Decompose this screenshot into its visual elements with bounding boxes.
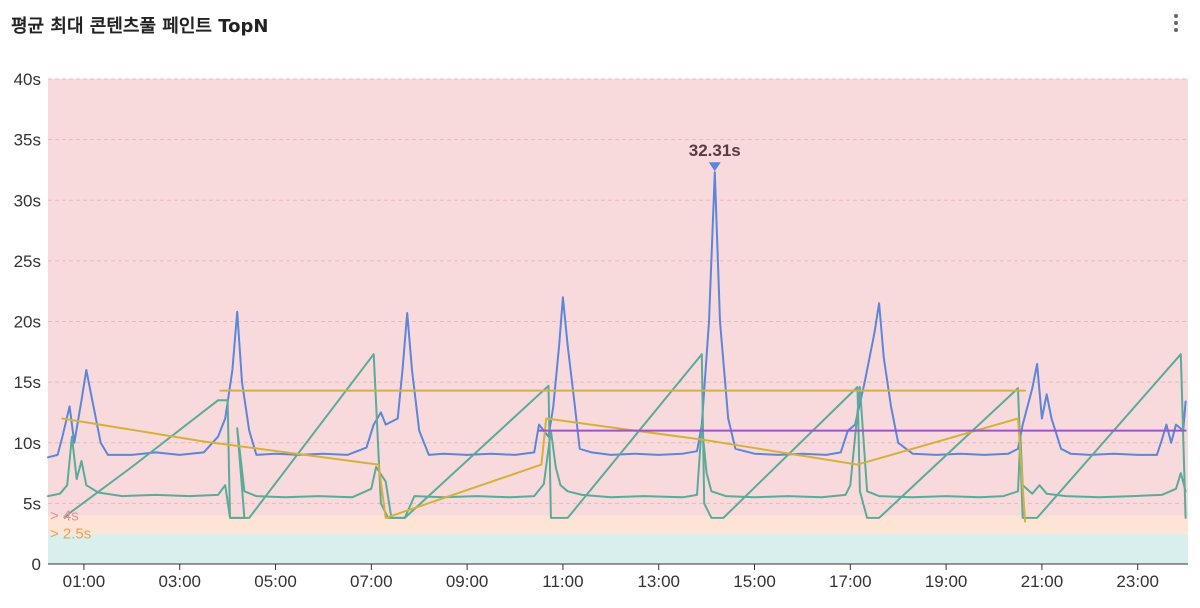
series-line-1 xyxy=(47,386,1187,519)
x-tick-label: 17:00 xyxy=(829,572,872,591)
y-tick-label: 10s xyxy=(14,434,41,453)
series-lines xyxy=(47,171,1187,523)
x-tick-label: 13:00 xyxy=(637,572,680,591)
x-tick-label: 07:00 xyxy=(350,572,393,591)
x-tick-label: 15:00 xyxy=(733,572,776,591)
x-tick-label: 19:00 xyxy=(925,572,968,591)
threshold-band-0 xyxy=(48,533,1188,564)
peak-marker: 32.31s xyxy=(689,141,741,172)
x-tick-label: 01:00 xyxy=(63,572,106,591)
x-axis-ticks: 01:00 03:00 05:00 07:00 09:00 11:00 13:00 15:00… xyxy=(63,564,1159,591)
series-line-3 xyxy=(61,417,1027,523)
more-vertical-icon[interactable] xyxy=(1166,10,1186,36)
x-tick-label: 09:00 xyxy=(446,572,489,591)
x-tick-label: 11:00 xyxy=(542,572,583,591)
threshold-label: > 2.5s xyxy=(50,526,91,543)
x-tick-label: 03:00 xyxy=(158,572,201,591)
y-tick-label: 30s xyxy=(14,191,41,210)
threshold-labels: > 2.5s> 4s xyxy=(50,508,91,543)
y-tick-label: 20s xyxy=(14,313,41,332)
peak-value-label: 32.31s xyxy=(689,141,741,160)
y-tick-label: 35s xyxy=(14,131,41,150)
y-tick-label: 5s xyxy=(23,494,41,513)
y-axis-ticks: 0 5s 10s 15s 20s 25s 30s 35s 40s xyxy=(14,70,41,574)
series-line-0 xyxy=(47,171,1187,459)
y-tick-label: 15s xyxy=(14,373,41,392)
chart-title: 평균 최대 콘텐츠풀 페인트 TopN xyxy=(11,16,269,37)
x-tick-label: 21:00 xyxy=(1021,572,1064,591)
threshold-band-1 xyxy=(48,515,1188,534)
y-tick-label: 0 xyxy=(32,555,41,574)
y-tick-label: 40s xyxy=(14,70,41,89)
threshold-label: > 4s xyxy=(50,508,79,525)
x-tick-label: 23:00 xyxy=(1116,572,1159,591)
y-tick-label: 25s xyxy=(14,252,41,271)
x-tick-label: 05:00 xyxy=(254,572,297,591)
peak-triangle xyxy=(708,162,721,172)
